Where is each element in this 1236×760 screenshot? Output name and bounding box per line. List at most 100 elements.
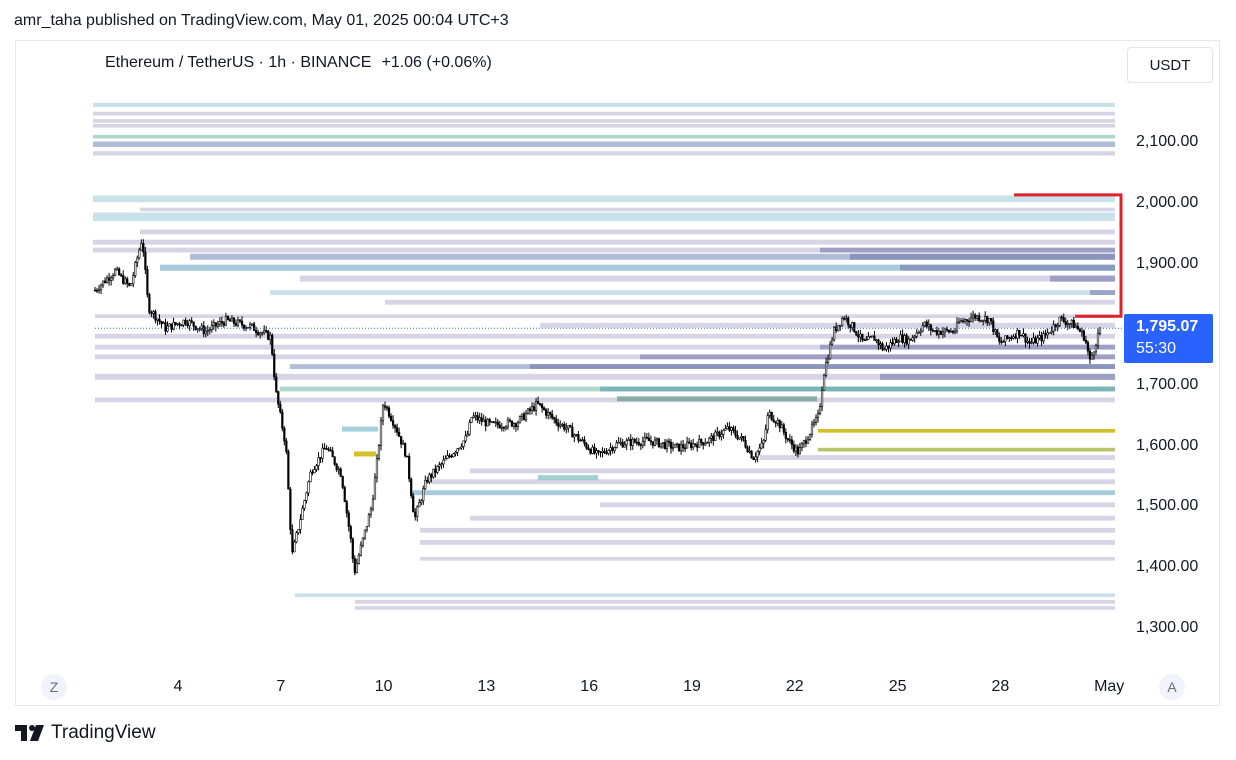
- candle-body: [726, 426, 729, 430]
- candle-body: [321, 447, 324, 459]
- footer-brand[interactable]: TradingView: [15, 722, 156, 744]
- candle-body: [502, 426, 505, 429]
- price-zone: [95, 397, 1115, 403]
- candle-body: [377, 445, 381, 459]
- candle-body: [649, 440, 652, 443]
- candle-body: [951, 330, 955, 333]
- candle-body: [1086, 342, 1090, 352]
- candle-body: [595, 450, 598, 454]
- candle-body: [396, 427, 399, 433]
- candle-body: [295, 532, 298, 543]
- time-axis-tick: 19: [683, 678, 701, 695]
- candle-body: [766, 415, 769, 430]
- candle-body: [1030, 342, 1033, 344]
- candle-body: [140, 243, 143, 251]
- candle-body: [806, 439, 810, 444]
- candle-body: [543, 407, 546, 411]
- candle-body: [424, 480, 427, 490]
- candle-body: [438, 464, 441, 467]
- candle-body: [1058, 316, 1061, 326]
- candle-body: [416, 506, 419, 518]
- candle-body: [112, 274, 115, 279]
- price-axis-tick: 1,900.00: [1136, 254, 1199, 272]
- price-zone: [818, 429, 1115, 433]
- candle-body: [893, 339, 896, 345]
- auto-scale-button[interactable]: A: [1159, 674, 1185, 700]
- candle-body: [895, 339, 898, 343]
- candle-body: [692, 443, 695, 448]
- candle-body: [754, 456, 757, 461]
- price-zone: [818, 447, 1115, 452]
- candle-body: [315, 465, 318, 470]
- candle-body: [361, 537, 364, 546]
- candle-body: [1016, 329, 1019, 339]
- candle-body: [331, 450, 334, 458]
- price-zone: [93, 102, 1115, 107]
- candle-body: [373, 477, 377, 500]
- candle-body: [722, 429, 725, 435]
- candle-body: [631, 438, 634, 446]
- candle-body: [798, 447, 802, 455]
- candle-body: [539, 403, 542, 405]
- candle-body: [933, 330, 936, 332]
- current-price-value: 1,795.07: [1136, 318, 1199, 335]
- candle-body: [1052, 324, 1055, 332]
- candle-body: [1040, 335, 1043, 342]
- candle-body: [724, 428, 727, 431]
- candle-body: [1024, 333, 1027, 343]
- candle-body: [1018, 329, 1021, 336]
- candle-body: [917, 331, 920, 334]
- price-zone: [93, 111, 1115, 116]
- candle-body: [474, 415, 477, 417]
- candle-body: [440, 463, 443, 466]
- candle-body: [845, 317, 848, 320]
- candle-body: [170, 323, 173, 330]
- candle-body: [613, 447, 616, 452]
- candle-body: [1076, 325, 1079, 330]
- candle-body: [875, 339, 878, 342]
- candle-body: [740, 436, 743, 438]
- price-zone-dense: [820, 344, 1115, 350]
- price-zone: [540, 322, 1115, 328]
- candle-body: [607, 449, 610, 454]
- candle-body: [408, 456, 411, 480]
- candle-body: [1036, 337, 1039, 344]
- candle-body: [391, 420, 395, 426]
- time-axis-tick: 25: [888, 678, 907, 695]
- candle-body: [669, 441, 673, 449]
- candle-body: [677, 443, 681, 452]
- candle-body: [530, 406, 534, 411]
- candle-body: [402, 443, 405, 445]
- candle-body: [339, 468, 342, 477]
- currency-button[interactable]: USDT: [1127, 47, 1213, 83]
- candle-body: [601, 450, 604, 453]
- candle-body: [1038, 335, 1041, 339]
- candle-body: [907, 338, 910, 345]
- zoom-reset-button[interactable]: Z: [41, 674, 67, 700]
- candle-body: [420, 500, 423, 504]
- candle-body: [180, 324, 183, 327]
- candle-body: [182, 319, 185, 326]
- time-axis-tick: 13: [477, 678, 496, 695]
- candle-body: [609, 447, 612, 451]
- candle-body: [688, 441, 691, 444]
- candle-body: [281, 411, 284, 429]
- candle-body: [337, 468, 340, 471]
- candle-body: [621, 441, 624, 448]
- candle-body: [188, 320, 191, 327]
- candle-body: [1068, 323, 1071, 325]
- candle-body: [792, 444, 795, 452]
- candle-body: [460, 446, 463, 449]
- price-axis-tick: 1,500.00: [1136, 497, 1199, 515]
- candle-body: [990, 318, 993, 322]
- candle-body: [786, 438, 789, 440]
- price-zone: [95, 314, 1115, 319]
- candle-body: [704, 443, 707, 446]
- candle-body: [142, 243, 145, 253]
- candle-body: [702, 442, 705, 446]
- candle-body: [764, 429, 767, 441]
- candle-body: [490, 421, 493, 424]
- candle-body: [210, 325, 213, 331]
- candle-body: [426, 480, 429, 483]
